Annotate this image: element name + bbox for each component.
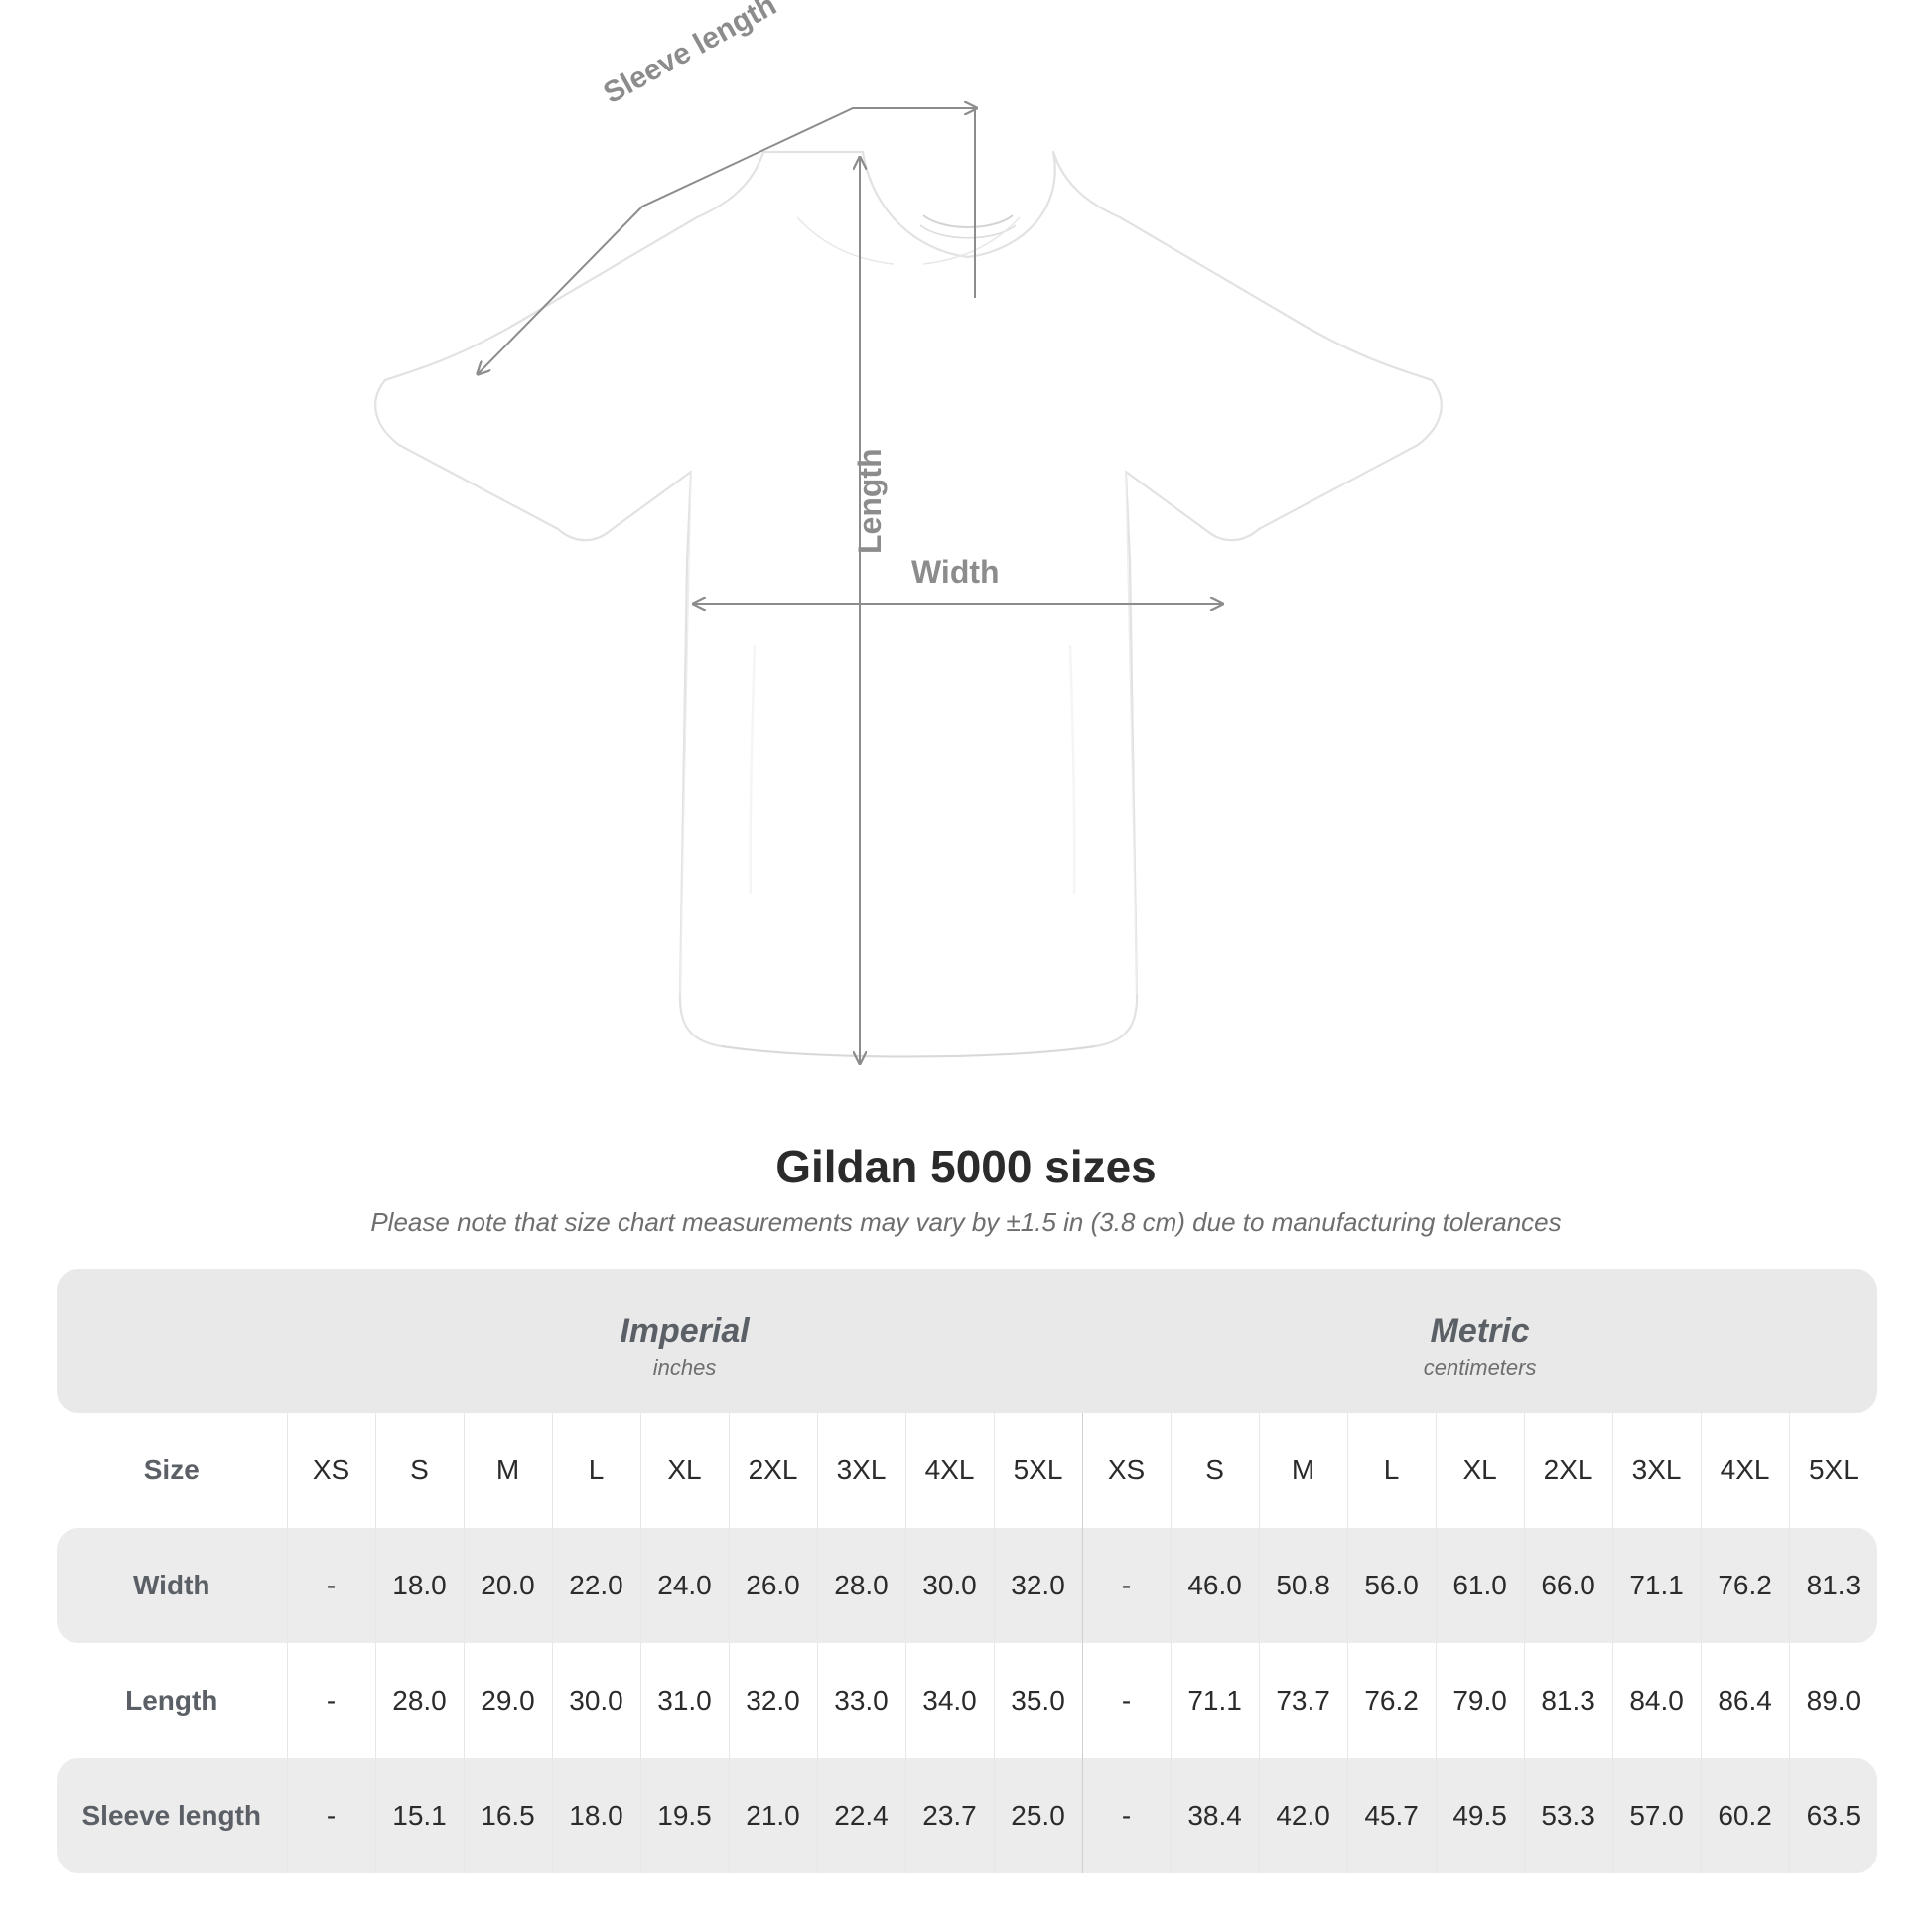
svg-text:Length: Length [852,448,888,554]
svg-text:Width: Width [911,554,1000,590]
svg-text:Sleeve length: Sleeve length [598,0,781,110]
